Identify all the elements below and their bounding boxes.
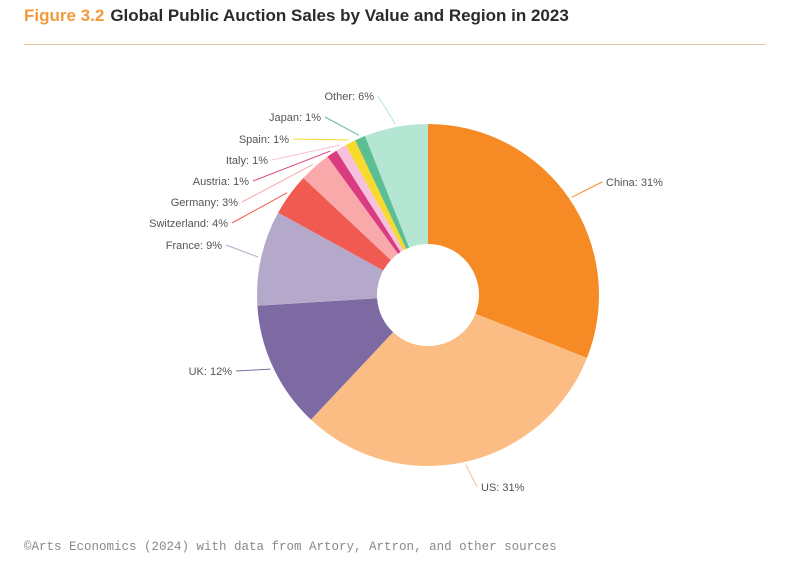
leader-line-germany xyxy=(241,164,314,203)
slice-label-china: China: 31% xyxy=(606,177,663,189)
leader-line-spain xyxy=(292,138,350,141)
slice-japan xyxy=(355,136,410,249)
slice-label-germany: Germany: 3% xyxy=(171,197,238,209)
figure-title-text: Global Public Auction Sales by Value and… xyxy=(110,6,569,25)
slice-label-japan: Japan: 1% xyxy=(269,112,321,124)
slice-label-us: US: 31% xyxy=(481,482,525,494)
slice-other xyxy=(365,124,428,248)
slice-us xyxy=(310,313,587,466)
leader-line-us xyxy=(465,464,478,488)
slice-spain xyxy=(345,140,407,251)
slice-austria xyxy=(327,150,401,254)
leader-lines xyxy=(225,95,603,488)
leader-line-switzerland xyxy=(231,192,288,224)
slice-label-switzerland: Switzerland: 4% xyxy=(149,218,228,230)
leader-line-japan xyxy=(324,116,360,136)
slice-labels: China: 31% US: 31% UK: 12% France: 9% Switze… xyxy=(149,91,663,494)
slice-china xyxy=(428,124,599,358)
leader-line-italy xyxy=(271,144,340,161)
figure-title: Figure 3.2 Global Public Auction Sales by… xyxy=(24,6,569,26)
slice-label-spain: Spain: 1% xyxy=(239,134,289,146)
slice-italy xyxy=(336,145,404,252)
slice-germany xyxy=(303,156,399,261)
leader-line-austria xyxy=(252,150,331,182)
leader-line-china xyxy=(571,181,603,198)
slice-label-italy: Italy: 1% xyxy=(226,155,268,167)
figure-number: Figure 3.2 xyxy=(24,6,105,25)
slice-uk xyxy=(257,298,394,420)
leader-line-uk xyxy=(235,368,271,372)
slice-france xyxy=(257,212,384,306)
slice-switzerland xyxy=(278,177,391,271)
slice-label-france: France: 9% xyxy=(166,240,222,252)
leader-line-france xyxy=(225,244,259,258)
slice-label-other: Other: 6% xyxy=(324,91,374,103)
slice-label-uk: UK: 12% xyxy=(189,366,233,378)
title-divider xyxy=(24,44,766,45)
slice-label-austria: Austria: 1% xyxy=(193,176,249,188)
donut-slices xyxy=(257,124,599,466)
leader-line-other xyxy=(377,95,396,125)
source-note: ©Arts Economics (2024) with data from Ar… xyxy=(24,540,557,554)
